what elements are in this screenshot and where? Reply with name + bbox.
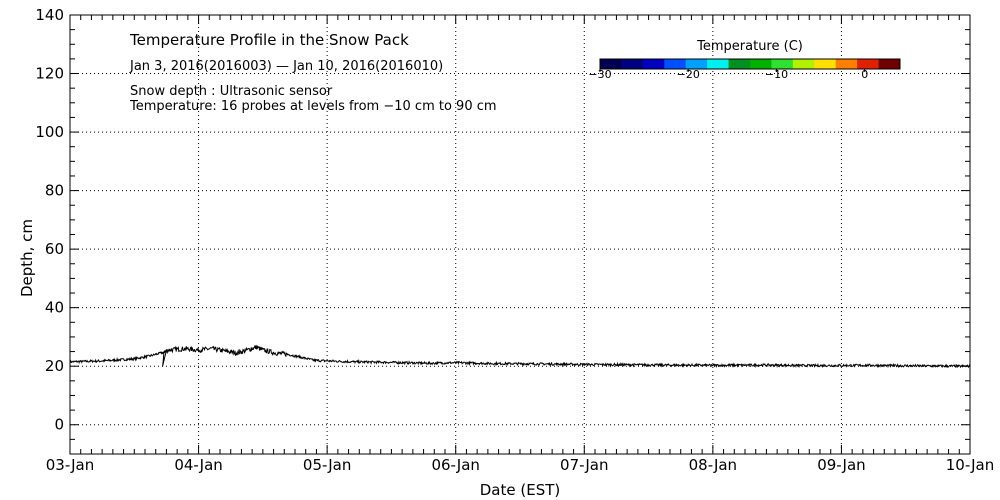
ticks-layer <box>69 14 971 455</box>
x-tick-label: 03-Jan <box>46 456 94 474</box>
colorbar-outline <box>599 58 901 70</box>
colorbar-cell <box>728 59 751 69</box>
series-layer <box>69 344 971 369</box>
colorbar-cell <box>771 59 794 69</box>
colorbar-cell <box>792 59 815 69</box>
x-tick-label: 09-Jan <box>817 456 865 474</box>
colorbar-tick-label: −10 <box>765 68 788 81</box>
x-tick-label: 10-Jan <box>946 456 994 474</box>
y-tick-label: 80 <box>45 182 64 200</box>
temperature-colorbar: Temperature (C) −30 −20 −10 0 <box>588 39 901 81</box>
colorbar-cell <box>857 59 880 69</box>
chart-title: Temperature Profile in the Snow Pack <box>129 31 409 49</box>
x-tick-label: 06-Jan <box>431 456 479 474</box>
colorbar-cell <box>600 59 622 69</box>
y-tick-label: 0 <box>54 416 64 434</box>
colorbar-cell <box>878 59 901 69</box>
x-tick-label: 05-Jan <box>303 456 351 474</box>
x-tick-label: 08-Jan <box>689 456 737 474</box>
colorbar-cells <box>599 58 901 70</box>
colorbar-tick-label: −20 <box>677 68 700 81</box>
colorbar-cell <box>750 59 772 69</box>
colorbar-cell <box>621 59 644 69</box>
y-tick-label: 100 <box>35 123 64 141</box>
colorbar-tick-label: −30 <box>588 68 611 81</box>
colorbar-tick-label: 0 <box>861 68 868 81</box>
tick-labels: 03-Jan 04-Jan 05-Jan 06-Jan 07-Jan 08-Jan 09-J… <box>35 6 994 474</box>
colorbar-cell <box>664 59 687 69</box>
colorbar-cell <box>835 59 858 69</box>
y-tick-label: 40 <box>45 299 64 317</box>
y-tick-label: 60 <box>45 240 64 258</box>
y-tick-label: 140 <box>35 6 64 24</box>
snow-depth-line <box>69 344 971 369</box>
y-tick-label: 120 <box>35 65 64 83</box>
colorbar-cell <box>642 59 665 69</box>
note-snow-depth: Snow depth : Ultrasonic sensor <box>130 84 333 99</box>
colorbar-title: Temperature (C) <box>696 39 803 54</box>
y-axis-title: Depth, cm <box>18 219 36 297</box>
colorbar-cell <box>685 59 708 69</box>
chart-subtitle: Jan 3, 2016(2016003) — Jan 10, 2016(2016… <box>129 59 443 74</box>
colorbar-ticks: −30 −20 −10 0 <box>588 68 868 81</box>
y-tick-label: 20 <box>45 357 64 375</box>
x-axis-title: Date (EST) <box>480 481 561 499</box>
colorbar-cell <box>814 59 837 69</box>
x-tick-label: 07-Jan <box>560 456 608 474</box>
plot-frame <box>69 14 971 455</box>
colorbar-cell <box>707 59 730 69</box>
grid-layer <box>70 15 970 454</box>
note-temperature-probes: Temperature: 16 probes at levels from −1… <box>129 99 497 114</box>
x-tick-label: 04-Jan <box>174 456 222 474</box>
